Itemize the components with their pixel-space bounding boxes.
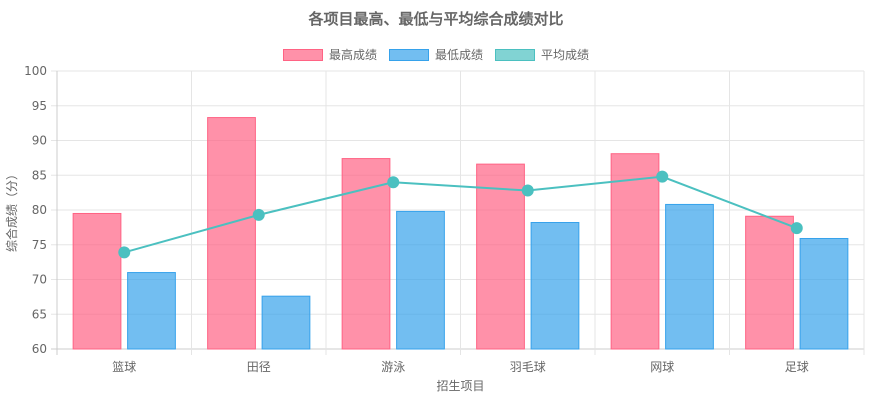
x-tick-label: 足球 [785, 360, 809, 374]
avg-line [123, 175, 798, 254]
avg-point-0 [118, 246, 131, 259]
avg-point-5 [790, 222, 803, 235]
bar-min-2 [396, 210, 445, 350]
x-tick-label: 游泳 [381, 360, 405, 374]
legend-item-max[interactable]: 最高成绩 [282, 46, 377, 63]
y-tick-label: 70 [32, 273, 47, 287]
bar-min-5 [799, 237, 849, 350]
x-tick-label: 羽毛球 [510, 360, 546, 374]
y-tick-label: 75 [32, 238, 47, 252]
x-axis-title: 招生项目 [436, 379, 484, 393]
y-tick-label: 85 [32, 168, 47, 182]
y-axis-title: 综合成绩（分） [4, 168, 19, 252]
legend-label-max: 最高成绩 [328, 48, 377, 62]
legend-swatch-avg [495, 48, 535, 61]
avg-point-3 [521, 184, 534, 197]
legend-label-avg: 平均成绩 [541, 48, 590, 62]
legend: 最高成绩 最低成绩 平均成绩 [0, 46, 872, 63]
y-tick-label: 60 [32, 342, 47, 356]
y-tick-label: 90 [32, 134, 47, 148]
legend-item-avg[interactable]: 平均成绩 [495, 46, 589, 63]
legend-swatch-max [282, 48, 323, 61]
x-tick-label: 田径 [247, 360, 271, 374]
bar-max-2 [341, 158, 391, 350]
bar-max-4 [610, 153, 660, 350]
x-tick-label: 网球 [650, 360, 674, 374]
y-tick-label: 95 [32, 99, 47, 113]
bar-max-1 [207, 117, 256, 350]
chart-title: 各项目最高、最低与平均综合成绩对比 [308, 10, 564, 28]
legend-swatch-min [388, 48, 429, 61]
legend-item-min[interactable]: 最低成绩 [388, 46, 483, 63]
bar-min-0 [127, 272, 176, 350]
bar-min-3 [530, 222, 580, 350]
y-tick-label: 100 [24, 64, 47, 78]
y-tick-label: 65 [32, 307, 47, 321]
legend-label-min: 最低成绩 [434, 48, 483, 62]
bar-max-0 [72, 212, 122, 350]
bar-max-5 [745, 215, 794, 350]
bar-min-1 [261, 295, 311, 350]
avg-point-4 [656, 170, 669, 183]
avg-point-2 [387, 176, 400, 189]
bar-min-4 [665, 203, 714, 350]
bar-max-3 [476, 163, 525, 350]
y-tick-label: 80 [32, 203, 47, 217]
x-tick-label: 篮球 [112, 359, 136, 374]
avg-point-1 [252, 208, 265, 221]
